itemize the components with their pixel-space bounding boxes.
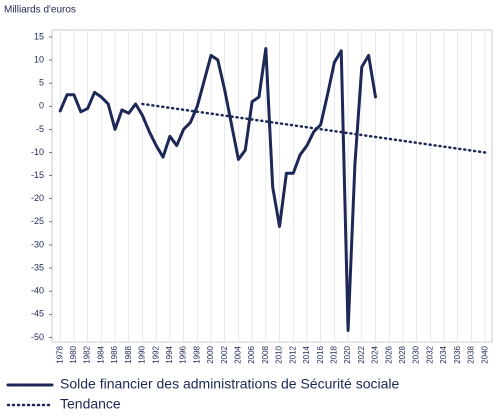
x-tick-label: 2016 xyxy=(316,345,325,363)
y-tick-label: 5 xyxy=(39,78,44,88)
y-tick-label: -5 xyxy=(36,124,44,134)
x-tick-label: 2008 xyxy=(261,345,270,363)
x-tick-label: 1994 xyxy=(165,345,174,363)
x-tick-label: 2020 xyxy=(343,345,352,363)
series-line xyxy=(58,46,377,332)
x-tick-label: 2010 xyxy=(275,345,284,363)
x-tick-label: 2022 xyxy=(357,345,366,363)
x-tick-label: 2030 xyxy=(412,345,421,363)
y-tick-label: -10 xyxy=(31,147,44,157)
x-tick-label: 2026 xyxy=(384,345,393,363)
x-tick-label: 2012 xyxy=(288,345,297,363)
x-tick-label: 2018 xyxy=(329,345,338,363)
series-line xyxy=(141,102,487,154)
x-tick-label: 2036 xyxy=(453,345,462,363)
plot-frame xyxy=(51,29,493,343)
y-tick-label: -50 xyxy=(31,332,44,342)
y-tick-label: -45 xyxy=(31,309,44,319)
y-tick-label: 15 xyxy=(34,31,44,41)
y-axis-label: Milliards d'euros xyxy=(4,5,76,16)
x-tick-label: 1978 xyxy=(55,345,64,363)
x-tick-label: 1990 xyxy=(138,345,147,363)
x-tick-label: 1982 xyxy=(83,345,92,363)
y-tick-label: -40 xyxy=(31,286,44,296)
y-tick-label: 10 xyxy=(34,54,44,64)
y-tick-label: -25 xyxy=(31,216,44,226)
x-tick-label: 2028 xyxy=(398,345,407,363)
x-tick-label: 2000 xyxy=(206,345,215,363)
legend-label: Solde financier des administrations de S… xyxy=(60,376,400,392)
x-tick-label: 1986 xyxy=(110,345,119,363)
y-tick-label: -15 xyxy=(31,170,44,180)
x-tick-label: 2024 xyxy=(371,345,380,363)
x-tick-label: 1992 xyxy=(151,345,160,363)
x-tick-label: 1984 xyxy=(96,345,105,363)
x-tick-label: 2006 xyxy=(247,345,256,363)
x-tick-label: 2038 xyxy=(467,345,476,363)
y-tick-label: -20 xyxy=(31,193,44,203)
y-tick-label: -35 xyxy=(31,262,44,272)
x-tick-label: 2014 xyxy=(302,345,311,363)
x-tick-label: 1980 xyxy=(69,345,78,363)
x-tick-label: 2040 xyxy=(480,345,489,363)
legend-label: Tendance xyxy=(60,396,121,412)
y-tick-label: -30 xyxy=(31,239,44,249)
x-tick-label: 2034 xyxy=(439,345,448,363)
x-tick-label: 1998 xyxy=(192,345,201,363)
x-tick-label: 1988 xyxy=(124,345,133,363)
x-tick-label: 2002 xyxy=(220,345,229,363)
x-tick-label: 2004 xyxy=(234,345,243,363)
x-tick-label: 2032 xyxy=(425,345,434,363)
y-tick-label: 0 xyxy=(39,101,44,111)
x-tick-label: 1996 xyxy=(179,345,188,363)
